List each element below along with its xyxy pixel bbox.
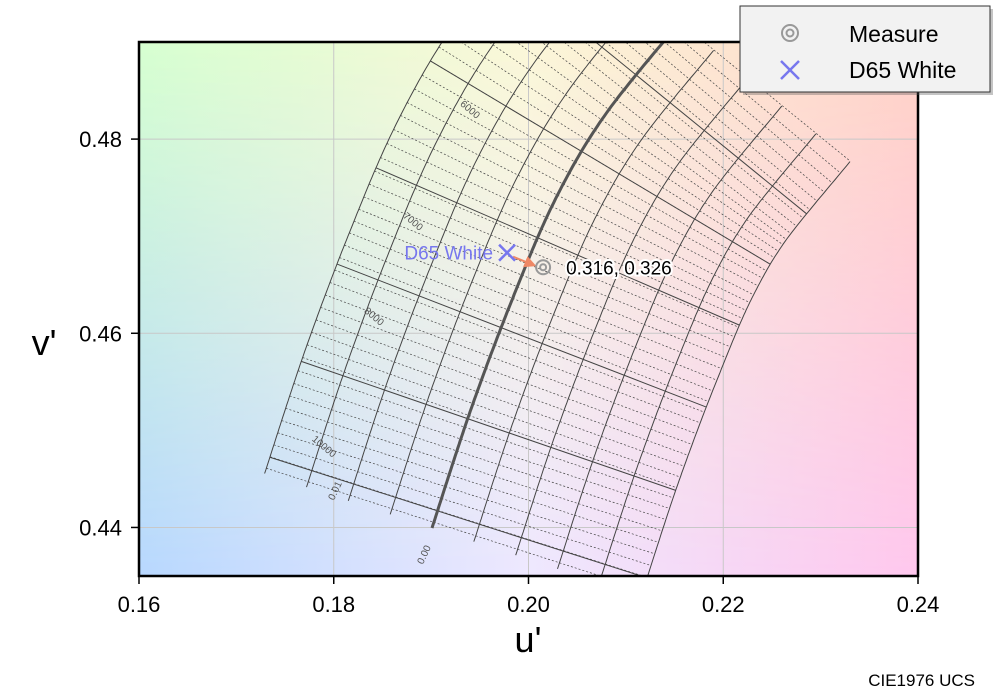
d65-marker-stroke bbox=[498, 243, 516, 262]
measure-value-label: 0.316, 0.326 bbox=[566, 258, 672, 279]
data-points: 0.316, 0.326 D65 White bbox=[404, 243, 673, 282]
duv-curve bbox=[473, 50, 714, 542]
x-tick-label: 0.18 bbox=[312, 592, 355, 617]
d65-label: D65 White bbox=[404, 244, 493, 265]
duv-curve bbox=[347, 42, 551, 501]
x-tick-label: 0.22 bbox=[702, 592, 745, 617]
isotherm-major bbox=[269, 456, 643, 576]
isotherm-minor bbox=[289, 395, 666, 520]
isotherm-minor bbox=[320, 307, 693, 445]
isotherm-minor bbox=[293, 383, 670, 509]
y-axis-title: v' bbox=[32, 322, 57, 363]
isotherm-major bbox=[301, 360, 676, 491]
duv-curve bbox=[647, 161, 851, 576]
measure-point bbox=[535, 259, 552, 276]
isotherm-minor bbox=[277, 432, 655, 555]
duv-curve bbox=[389, 42, 607, 515]
duv-curve bbox=[264, 42, 443, 474]
legend-measure-icon bbox=[781, 24, 799, 42]
isotherm-minor bbox=[306, 344, 681, 478]
measure-point-inner bbox=[539, 263, 548, 272]
y-tick-label: 0.44 bbox=[79, 515, 122, 540]
isotherm-minor bbox=[488, 42, 784, 245]
isotherm-minor bbox=[334, 269, 705, 413]
isotherm-minor bbox=[311, 331, 685, 467]
isotherm-minor bbox=[344, 244, 713, 392]
legend: Measure D65 White bbox=[739, 5, 993, 95]
isotherm-minor bbox=[400, 115, 754, 296]
isotherm-minor bbox=[302, 357, 677, 489]
isotherm-minor bbox=[374, 170, 739, 328]
isotherm-minor bbox=[339, 257, 709, 402]
isotherm-minor bbox=[540, 42, 792, 234]
axis-ticks: 0.16 0.18 0.20 0.22 0.24 0.44 0.46 0.48 bbox=[79, 127, 939, 617]
x-axis-title: u' bbox=[515, 619, 542, 660]
isotherm-minor bbox=[386, 143, 747, 311]
isotherm-minor bbox=[353, 220, 722, 369]
x-tick-label: 0.24 bbox=[897, 592, 940, 617]
isotherm-minor bbox=[273, 444, 652, 566]
isotherm-minor bbox=[460, 42, 779, 252]
isotherm-minor bbox=[380, 157, 743, 319]
isotherm-minor bbox=[325, 294, 697, 434]
isotherm-minor bbox=[644, 42, 825, 193]
y-tick-label: 0.46 bbox=[79, 321, 122, 346]
isotherm-minor bbox=[329, 282, 701, 424]
isotherm-minor bbox=[281, 420, 659, 543]
legend-d65-icon bbox=[780, 60, 800, 80]
x-tick-label: 0.16 bbox=[118, 592, 161, 617]
isotherm-minor bbox=[407, 102, 759, 287]
isotherm-minor bbox=[414, 88, 763, 279]
isotherm-major bbox=[336, 263, 707, 408]
isotherm-minor bbox=[516, 42, 787, 240]
isotherm-minor bbox=[438, 46, 775, 258]
isotherm-minor bbox=[358, 208, 727, 358]
shift-arrow bbox=[512, 255, 537, 268]
planckian-locus-grid bbox=[264, 42, 851, 576]
isotherm-minor bbox=[297, 370, 674, 499]
grid-lines bbox=[139, 42, 918, 576]
isotherm-minor bbox=[393, 129, 750, 303]
legend-d65-label: D65 White bbox=[849, 57, 956, 83]
y-tick-label: 0.48 bbox=[79, 127, 122, 152]
isotherm-minor bbox=[349, 232, 718, 381]
isotherm-minor bbox=[368, 183, 735, 338]
isotherm-minor bbox=[604, 42, 811, 211]
legend-measure-label: Measure bbox=[849, 21, 938, 47]
duv-curve bbox=[515, 77, 749, 556]
duv-curve bbox=[557, 105, 783, 570]
duv-curve bbox=[600, 133, 817, 576]
isotherm-minor bbox=[421, 74, 767, 272]
diagram-label: CIE1976 UCS bbox=[868, 671, 975, 690]
isotherm-minor bbox=[683, 42, 841, 174]
isotherm-minor bbox=[285, 407, 663, 532]
isotherm-major bbox=[430, 60, 771, 265]
isotherm-minor bbox=[363, 196, 731, 348]
x-tick-label: 0.20 bbox=[507, 592, 550, 617]
duv-curve bbox=[306, 42, 496, 488]
isotherm-major bbox=[375, 167, 740, 326]
isotherm-major bbox=[594, 42, 807, 215]
isotherm-minor bbox=[266, 467, 602, 576]
